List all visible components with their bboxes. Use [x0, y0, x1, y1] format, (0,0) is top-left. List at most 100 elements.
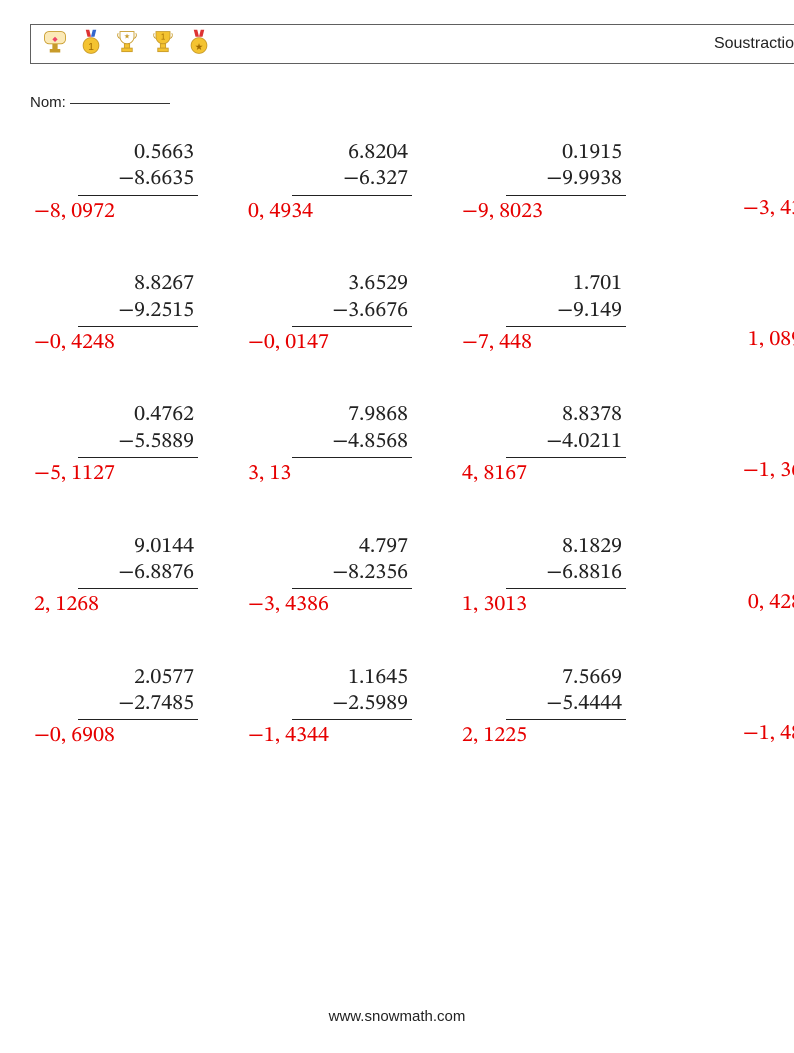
problem-cell: 6.8204−6.327 0, 4934	[244, 140, 458, 225]
problem-stack: 1.1645−2.5989	[244, 665, 412, 721]
problem-stack: 8.8378−4.0211	[458, 402, 626, 458]
problem-cell: 8.1829−6.88161, 3013	[458, 534, 672, 619]
medal-star-icon: ★	[185, 28, 213, 61]
spacer	[672, 402, 794, 455]
header-bar: 1 ★ 1 ★ Soustractio	[30, 24, 794, 64]
trophy-1-icon: 1	[149, 28, 177, 61]
problem-cell: 7.5669−5.44442, 1225	[458, 665, 672, 750]
problem-cell: 0.4762−5.5889 −5, 1127	[30, 402, 244, 487]
problem-cell: −3, 43	[672, 140, 794, 225]
name-blank	[70, 103, 170, 104]
problem-stack: 7.9868−4.8568	[244, 402, 412, 458]
spacer	[672, 271, 794, 324]
svg-text:1: 1	[161, 32, 165, 41]
subtrahend: −3.6676	[292, 298, 412, 327]
answer: 0, 4934	[244, 199, 458, 225]
problem-stack: 9.0144−6.8876	[30, 534, 198, 590]
problem-stack: 4.797−8.2356	[244, 534, 412, 590]
svg-text:★: ★	[195, 41, 204, 52]
answer: −3, 43	[672, 196, 794, 222]
problem-cell: 1.701−9.149 −7, 448	[458, 271, 672, 356]
minuend: 3.6529	[292, 271, 412, 297]
answer: −5, 1127	[30, 461, 244, 487]
minuend: 0.4762	[78, 402, 198, 428]
answer: 2, 1225	[458, 723, 672, 749]
subtrahend: −2.5989	[292, 691, 412, 720]
problem-cell: 0, 428	[672, 534, 794, 619]
answer: 0, 428	[672, 590, 794, 616]
problem-stack: 2.0577−2.7485	[30, 665, 198, 721]
problem-stack: 3.6529−3.6676	[244, 271, 412, 327]
minuend: 9.0144	[78, 534, 198, 560]
spacer	[672, 665, 794, 718]
subtrahend: −9.2515	[78, 298, 198, 327]
subtrahend: −8.2356	[292, 560, 412, 589]
minuend: 4.797	[292, 534, 412, 560]
answer: 1, 3013	[458, 592, 672, 618]
problem-cell: 3.6529−3.6676 −0, 0147	[244, 271, 458, 356]
answer: −3, 4386	[244, 592, 458, 618]
subtrahend: −5.4444	[506, 691, 626, 720]
problem-stack: 1.701−9.149	[458, 271, 626, 327]
answer: 1, 089	[672, 327, 794, 353]
name-label: Nom:	[30, 94, 66, 111]
problem-cell: 9.0144−6.88762, 1268	[30, 534, 244, 619]
problem-cell: −1, 48	[672, 665, 794, 750]
problem-stack: 0.5663−8.6635	[30, 140, 198, 196]
minuend: 8.1829	[506, 534, 626, 560]
problem-cell: 0.5663−8.6635 −8, 0972	[30, 140, 244, 225]
problem-cell: 8.8378−4.0211 4, 8167	[458, 402, 672, 487]
subtrahend: −6.8816	[506, 560, 626, 589]
problem-cell: 1, 089	[672, 271, 794, 356]
name-field: Nom:	[30, 94, 170, 111]
minuend: 0.1915	[506, 140, 626, 166]
spacer	[672, 534, 794, 587]
problem-grid: 0.5663−8.6635 −8, 0972 6.8204−6.327 0, 4934…	[30, 140, 794, 750]
problem-cell: −1, 36	[672, 402, 794, 487]
spacer	[672, 140, 794, 193]
subtrahend: −6.8876	[78, 560, 198, 589]
minuend: 7.5669	[506, 665, 626, 691]
worksheet-page: 1 ★ 1 ★ Soustractio Nom: 0.5663−8.6635 −8…	[0, 0, 794, 1053]
problem-stack: 0.4762−5.5889	[30, 402, 198, 458]
minuend: 8.8378	[506, 402, 626, 428]
answer: 3, 13	[244, 461, 458, 487]
trophy-heart-icon	[41, 28, 69, 61]
icon-row: 1 ★ 1 ★	[41, 28, 213, 61]
answer: −9, 8023	[458, 199, 672, 225]
problem-stack: 7.5669−5.4444	[458, 665, 626, 721]
minuend: 0.5663	[78, 140, 198, 166]
answer: −0, 0147	[244, 330, 458, 356]
subtrahend: −4.0211	[506, 429, 626, 458]
minuend: 7.9868	[292, 402, 412, 428]
answer: −1, 48	[672, 721, 794, 747]
problem-cell: 4.797−8.2356−3, 4386	[244, 534, 458, 619]
subtrahend: −9.149	[506, 298, 626, 327]
problem-cell: 0.1915−9.9938 −9, 8023	[458, 140, 672, 225]
minuend: 1.701	[506, 271, 626, 297]
problem-stack: 8.8267−9.2515	[30, 271, 198, 327]
answer: −7, 448	[458, 330, 672, 356]
medal-1-gold-icon: 1	[77, 28, 105, 61]
problem-cell: 2.0577−2.7485−0, 6908	[30, 665, 244, 750]
problem-stack: 8.1829−6.8816	[458, 534, 626, 590]
svg-text:★: ★	[124, 32, 130, 40]
problem-cell: 7.9868−4.8568 3, 13	[244, 402, 458, 487]
trophy-star-icon: ★	[113, 28, 141, 61]
subtrahend: −5.5889	[78, 429, 198, 458]
subtrahend: −6.327	[292, 166, 412, 195]
footer-url: www.snowmath.com	[0, 1008, 794, 1025]
problem-cell: 8.8267−9.2515 −0, 4248	[30, 271, 244, 356]
subtrahend: −4.8568	[292, 429, 412, 458]
subtrahend: −9.9938	[506, 166, 626, 195]
subtrahend: −2.7485	[78, 691, 198, 720]
answer: −8, 0972	[30, 199, 244, 225]
problem-cell: 1.1645−2.5989−1, 4344	[244, 665, 458, 750]
svg-text:1: 1	[88, 40, 94, 52]
minuend: 6.8204	[292, 140, 412, 166]
minuend: 8.8267	[78, 271, 198, 297]
answer: −0, 4248	[30, 330, 244, 356]
answer: −1, 4344	[244, 723, 458, 749]
answer: 4, 8167	[458, 461, 672, 487]
answer: 2, 1268	[30, 592, 244, 618]
